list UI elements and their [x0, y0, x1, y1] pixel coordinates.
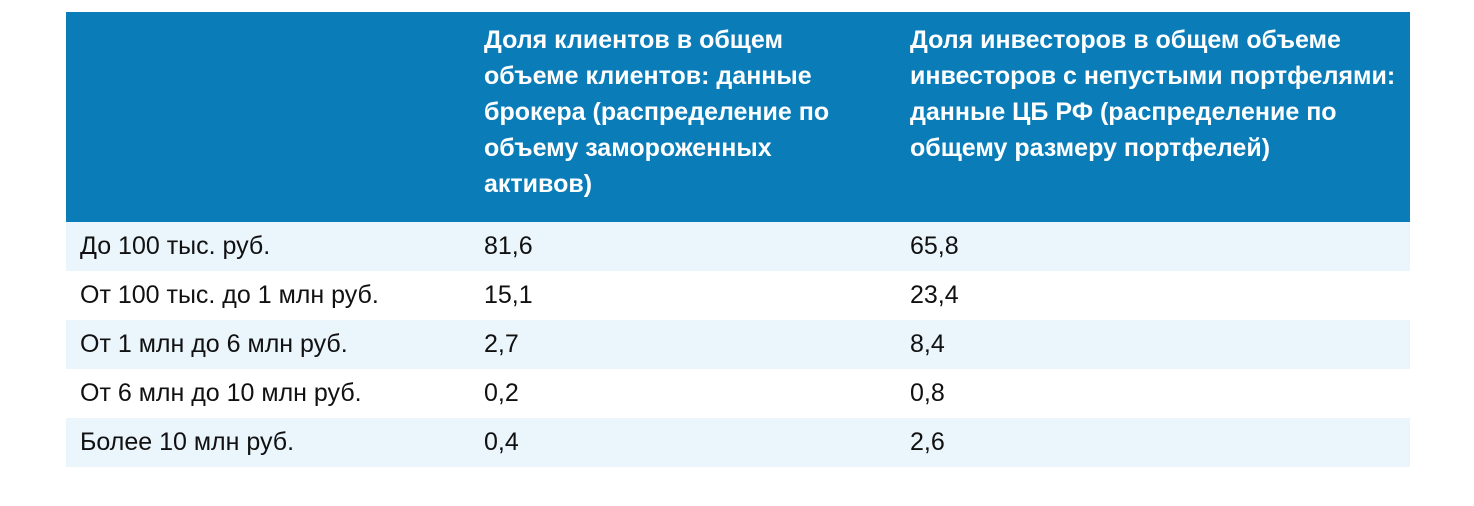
table-row: От 1 млн до 6 млн руб. 2,7 8,4 [66, 320, 1410, 369]
row-label: От 100 тыс. до 1 млн руб. [80, 281, 379, 309]
table: Доля клиентов в общем объеме клиентов: д… [66, 12, 1410, 467]
row-label: До 100 тыс. руб. [80, 232, 271, 260]
cell-value: 0,4 [484, 428, 519, 456]
row-label: От 1 млн до 6 млн руб. [80, 330, 348, 358]
cell-value: 0,8 [910, 379, 945, 407]
row-label: Более 10 млн руб. [80, 428, 295, 456]
cell-value: 8,4 [910, 330, 945, 358]
row-label: От 6 млн до 10 млн руб. [80, 379, 362, 407]
cell-value: 0,2 [484, 379, 519, 407]
column-header: Доля клиентов в общем объеме клиентов: д… [484, 26, 830, 198]
table-row: От 100 тыс. до 1 млн руб. 15,1 23,4 [66, 271, 1410, 320]
column-header: Доля инвесторов в общем объеме инвесторо… [910, 26, 1396, 162]
cell-value: 23,4 [910, 281, 959, 309]
cell-value: 81,6 [484, 232, 533, 260]
cell-value: 15,1 [484, 281, 533, 309]
table-row: Более 10 млн руб. 0,4 2,6 [66, 418, 1410, 467]
table-row: От 6 млн до 10 млн руб. 0,2 0,8 [66, 369, 1410, 418]
table-row: До 100 тыс. руб. 81,6 65,8 [66, 222, 1410, 271]
cell-value: 2,6 [910, 428, 945, 456]
cell-value: 65,8 [910, 232, 959, 260]
table-header: Доля клиентов в общем объеме клиентов: д… [66, 12, 1410, 222]
cell-value: 2,7 [484, 330, 519, 358]
